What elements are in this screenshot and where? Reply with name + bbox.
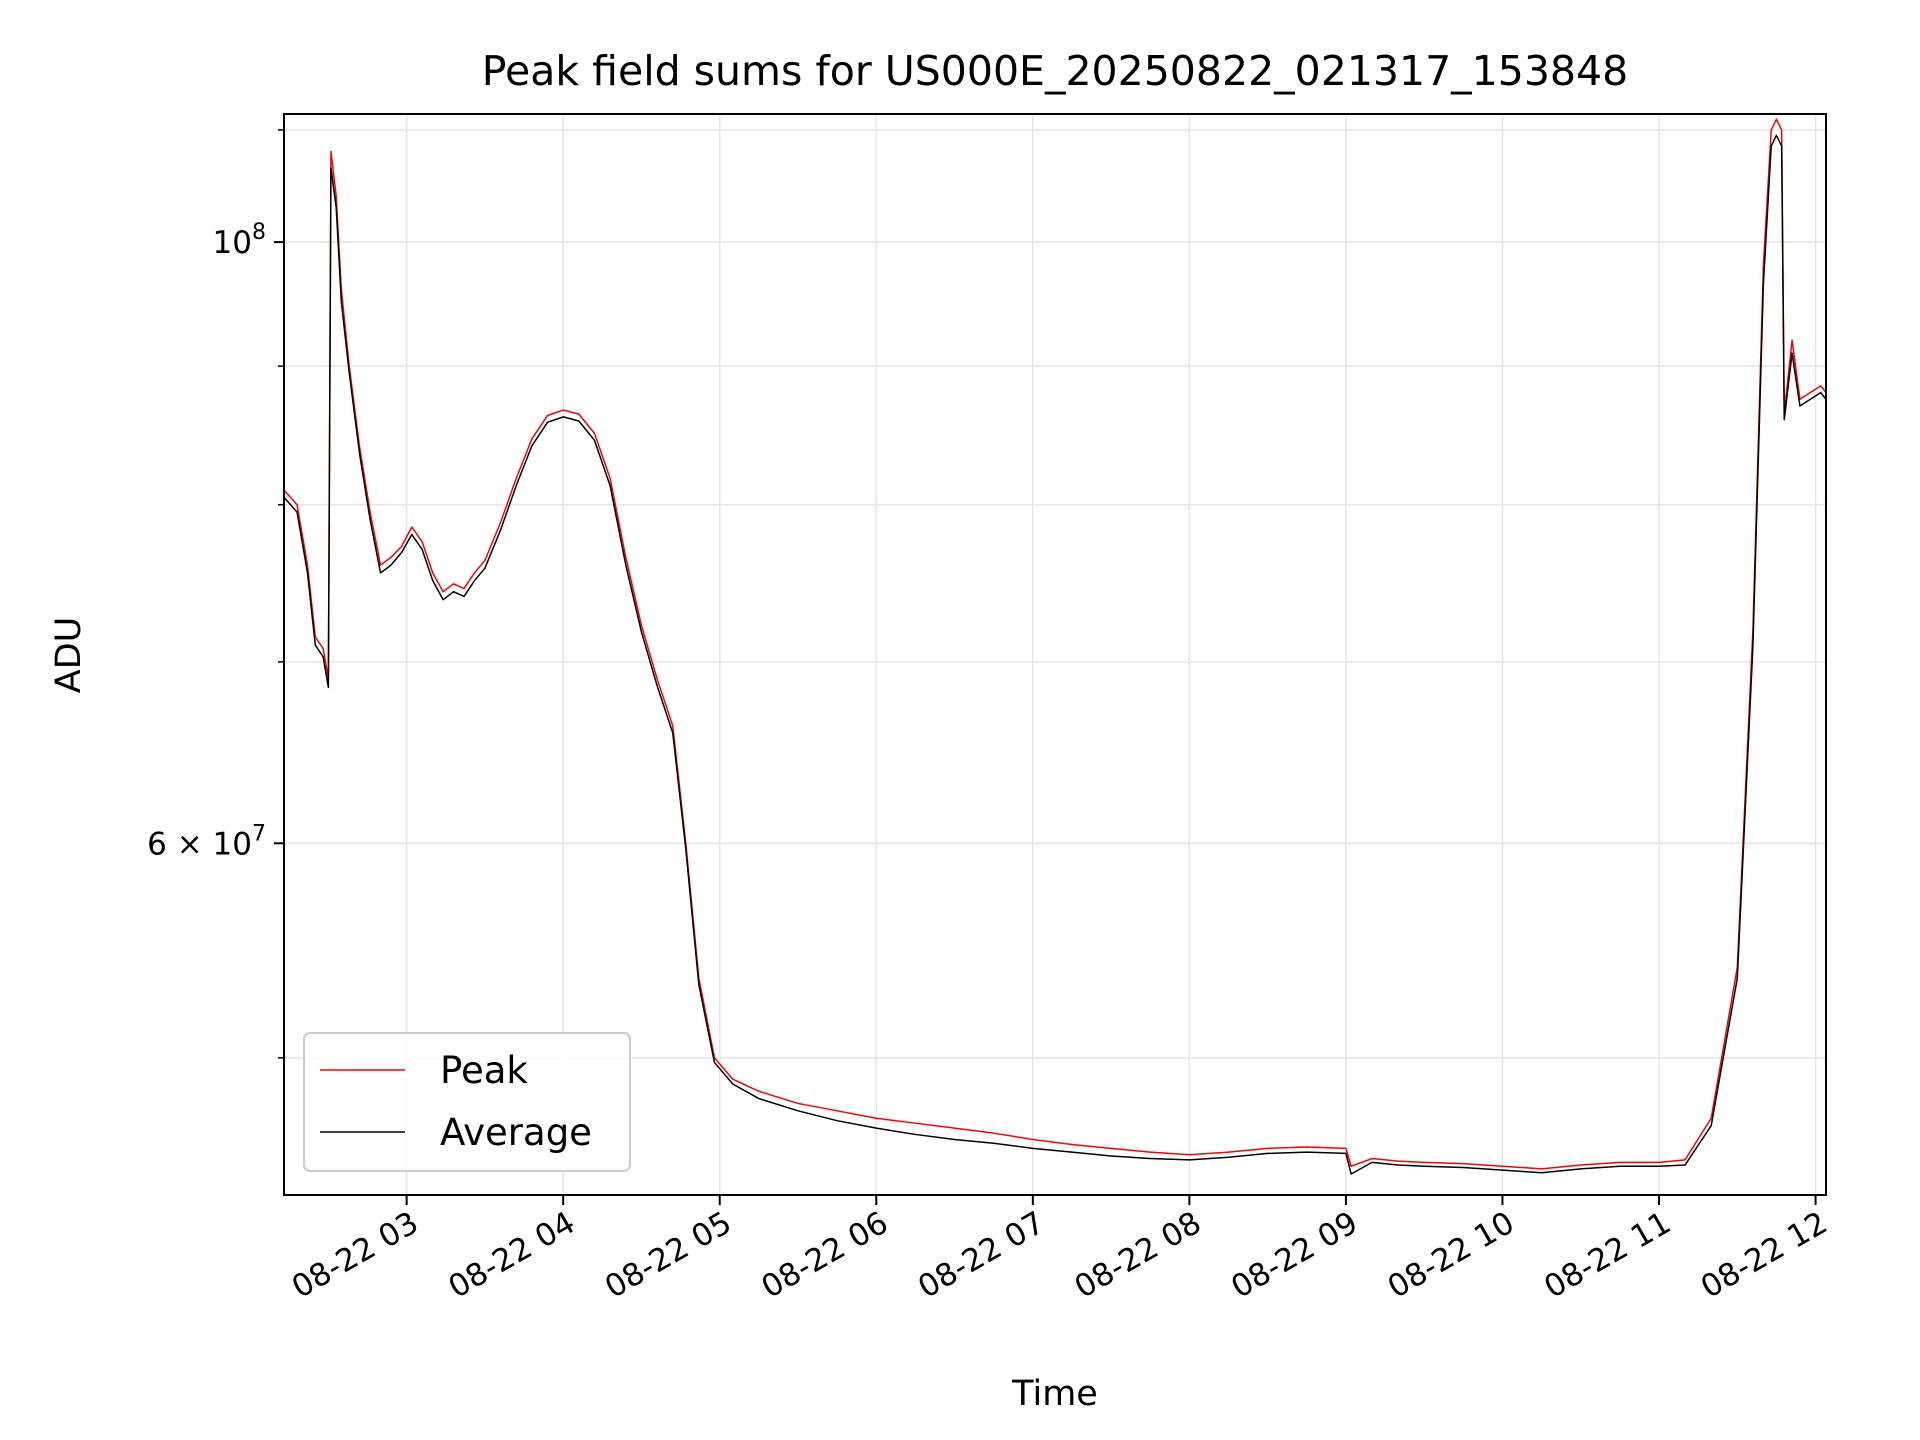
grid: [284, 114, 1826, 1195]
y-tick-exponent: 8: [252, 220, 266, 245]
legend-label-peak: Peak: [440, 1049, 528, 1092]
plot-frame: [283, 113, 1827, 1196]
x-tick-label: 08-22 11: [1538, 1205, 1677, 1306]
y-tick-label: 108: [213, 220, 266, 261]
series-line-peak: [284, 118, 1826, 1170]
chart-title: Peak field sums for US000E_20250822_0213…: [482, 47, 1628, 95]
y-axis: 6 × 107 108: [147, 129, 284, 1059]
x-tick-label: 08-22 03: [286, 1205, 425, 1306]
series-layer: [284, 118, 1826, 1175]
legend: Peak Average: [303, 1032, 631, 1172]
x-axis-label: Time: [1011, 1374, 1098, 1414]
x-tick-label: 08-22 09: [1225, 1205, 1364, 1306]
y-tick-label: 6 × 107: [147, 821, 266, 862]
x-tick-label: 08-22 04: [442, 1205, 581, 1306]
y-tick-exponent: 7: [252, 821, 266, 846]
x-tick-label: 08-22 05: [599, 1205, 738, 1306]
y-axis-label: ADU: [49, 617, 89, 694]
series-line-average: [284, 134, 1826, 1175]
x-tick-label: 08-22 10: [1382, 1205, 1521, 1306]
x-tick-label: 08-22 08: [1069, 1205, 1208, 1306]
legend-label-average: Average: [440, 1111, 592, 1154]
x-tick-label: 08-22 07: [912, 1205, 1051, 1306]
x-axis: 08-22 03 08-22 04 08-22 05 08-22 06 08-22 07…: [286, 1195, 1834, 1306]
x-tick-label: 08-22 06: [756, 1205, 895, 1306]
y-tick-base: 10: [213, 225, 252, 261]
legend-box: [303, 1032, 631, 1172]
x-tick-label: 08-22 12: [1695, 1205, 1834, 1306]
y-tick-base: 6 × 10: [147, 826, 252, 862]
